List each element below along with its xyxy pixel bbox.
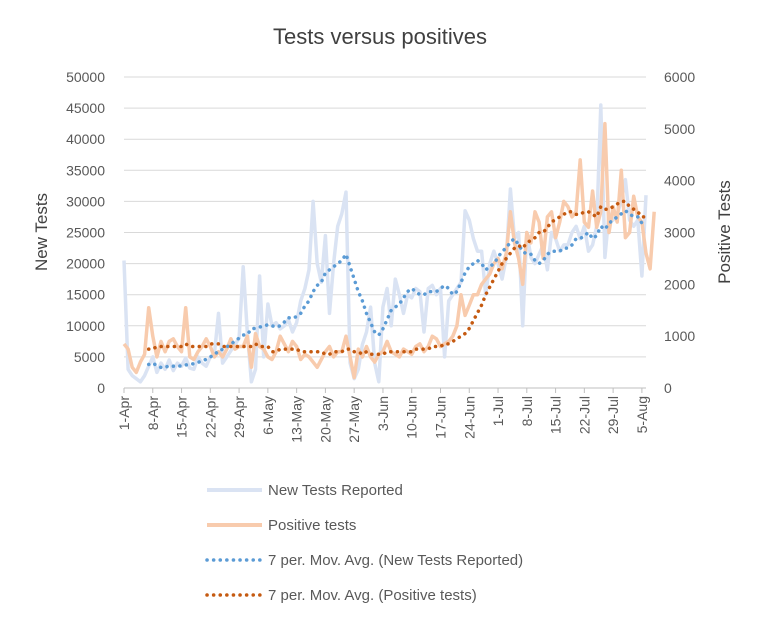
x-tick-label: 6-May <box>260 396 276 435</box>
legend-label: New Tests Reported <box>268 482 403 499</box>
y2-tick-label: 3000 <box>664 225 695 241</box>
chart-title: Tests versus positives <box>273 24 487 49</box>
legend: New Tests Reported Positive tests 7 per. M… <box>205 482 523 604</box>
y2-tick-label: 6000 <box>664 69 695 85</box>
series-new-tests-reported <box>122 103 648 384</box>
x-tick-label: 1-Apr <box>116 396 132 431</box>
y-tick-label: 40000 <box>66 131 105 147</box>
legend-label: 7 per. Mov. Avg. (Positive tests) <box>268 587 477 604</box>
y-tick-label: 10000 <box>66 318 105 334</box>
y2-axis-ticks: 0 1000 2000 3000 4000 5000 6000 <box>664 69 695 396</box>
legend-label: 7 per. Mov. Avg. (New Tests Reported) <box>268 552 523 569</box>
series-layer <box>122 103 656 384</box>
y2-tick-label: 0 <box>664 380 672 396</box>
y-tick-label: 35000 <box>66 162 105 178</box>
x-tick-label: 27-May <box>346 396 362 443</box>
x-tick-label: 29-Apr <box>231 396 247 438</box>
y2-tick-label: 1000 <box>664 328 695 344</box>
x-tick-label: 24-Jun <box>461 396 477 439</box>
legend-label: Positive tests <box>268 517 356 534</box>
y2-tick-label: 5000 <box>664 121 695 137</box>
y2-tick-label: 4000 <box>664 173 695 189</box>
y2-tick-label: 2000 <box>664 276 695 292</box>
y-axis-label: New Tests <box>32 193 51 271</box>
y-tick-label: 50000 <box>66 69 105 85</box>
x-tick-label: 20-May <box>317 396 333 443</box>
series-mavg-new-tests <box>146 208 648 370</box>
x-tick-label: 3-Jun <box>375 396 391 431</box>
y-tick-label: 25000 <box>66 225 105 241</box>
y-tick-label: 30000 <box>66 193 105 209</box>
x-tick-label: 22-Apr <box>202 396 218 438</box>
y-tick-label: 5000 <box>74 349 105 365</box>
x-tick-label: 22-Jul <box>576 396 592 434</box>
y2-axis-label: Positive Tests <box>715 180 734 284</box>
x-tick-label: 29-Jul <box>605 396 621 434</box>
series-positive-tests <box>122 121 656 380</box>
x-tick-label: 8-Apr <box>145 396 161 431</box>
x-tick-label: 1-Jul <box>490 396 506 426</box>
x-tick-label: 13-May <box>289 396 305 443</box>
x-tick-label: 15-Jul <box>548 396 564 434</box>
x-tick-label: 15-Apr <box>174 396 190 438</box>
x-tick-label: 17-Jun <box>432 396 448 439</box>
x-axis-ticks: 1-Apr 8-Apr 15-Apr 22-Apr 29-Apr 6-May 13-May 2… <box>116 388 650 443</box>
series-mavg-positive-tests <box>146 199 648 357</box>
y-tick-label: 15000 <box>66 287 105 303</box>
y-axis-ticks: 0 5000 10000 15000 20000 25000 30000 35000 40000… <box>66 69 105 396</box>
gridlines <box>124 76 646 389</box>
y-tick-label: 45000 <box>66 100 105 116</box>
x-tick-label: 8-Jul <box>519 396 535 426</box>
y-tick-label: 20000 <box>66 256 105 272</box>
x-tick-label: 5-Aug <box>634 396 650 433</box>
x-tick-label: 10-Jun <box>404 396 420 439</box>
y-tick-label: 0 <box>97 380 105 396</box>
